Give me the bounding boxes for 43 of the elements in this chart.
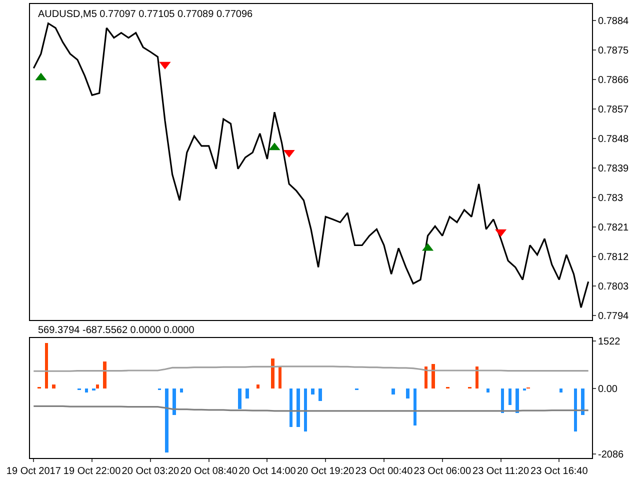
x-tick-label: 20 Oct 03:20 xyxy=(122,466,180,477)
x-tick-label: 19 Oct 22:00 xyxy=(63,466,122,477)
y-tick-label: 0.7794 xyxy=(598,310,630,322)
bar xyxy=(581,388,585,415)
bar xyxy=(391,388,395,395)
bar xyxy=(432,364,435,389)
x-tick-label: 23 Oct 16:40 xyxy=(530,466,588,477)
bar xyxy=(52,384,56,389)
bar xyxy=(296,388,300,428)
bar xyxy=(103,361,106,389)
x-tick-label: 20 Oct 08:40 xyxy=(180,466,238,477)
bar xyxy=(238,388,242,410)
bar xyxy=(516,388,519,414)
x-tick-label: 23 Oct 11:20 xyxy=(472,466,530,477)
bar xyxy=(311,388,314,395)
bar xyxy=(172,388,176,415)
text: AUDUSD,M5 0.77097 0.77105 0.77089 0.77096 xyxy=(38,9,254,20)
y-tick-label: 1522 xyxy=(598,336,621,348)
bar xyxy=(318,388,322,401)
y-tick-label: 0.7857 xyxy=(598,104,630,116)
chart-title: 569.3794 -687.5562 0.0000 0.0000 xyxy=(38,325,195,336)
bar xyxy=(406,388,410,399)
y-tick-label: 0.7884 xyxy=(598,16,630,27)
y-tick-label: 0.7866 xyxy=(598,74,630,86)
y-tick-label: -2086 xyxy=(598,450,624,461)
line-series xyxy=(32,22,590,308)
x-tick-label: 20 Oct 14:00 xyxy=(238,466,296,477)
y-tick-label: 0.7821 xyxy=(598,222,630,234)
y-tick-label: 0.7803 xyxy=(598,281,630,292)
y-tick-label: 0.7875 xyxy=(598,45,630,56)
y-tick-label: 0.7848 xyxy=(598,134,630,145)
bar xyxy=(245,388,249,399)
x-tick-label: 23 Oct 00:40 xyxy=(355,466,414,477)
y-tick-label: 0.783 xyxy=(598,192,624,204)
bar xyxy=(165,388,168,453)
y-tick-label: 0.00 xyxy=(598,384,618,396)
x-tick-label: 23 Oct 06:00 xyxy=(414,466,472,477)
bar xyxy=(508,388,512,405)
y-tick-label: 0.7812 xyxy=(598,252,630,263)
y-tick-label: 0.7839 xyxy=(598,163,630,174)
x-tick-label: 19 Oct 2017 xyxy=(6,466,62,477)
x-tick-label: 20 Oct 19:20 xyxy=(296,466,355,477)
bar xyxy=(271,358,274,389)
